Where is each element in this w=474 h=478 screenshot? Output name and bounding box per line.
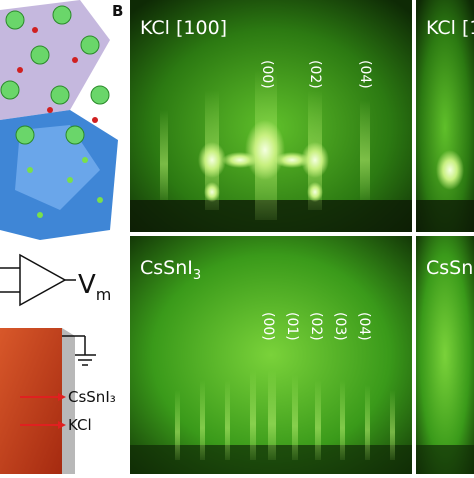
sample: CsSnI₃ KCl	[0, 328, 116, 474]
crystal-structure	[0, 0, 118, 240]
rheed-top-right: KCl [1	[416, 0, 474, 232]
index-label: (00)	[259, 60, 275, 89]
index-label: (00)	[260, 312, 276, 341]
panel-letter: B	[112, 2, 123, 20]
circuit	[0, 253, 96, 366]
index-label: (04)	[356, 312, 372, 341]
panel-title: CsSnI3	[140, 257, 201, 283]
voltage-sub: m	[96, 285, 112, 304]
panel-title: KCl [1	[426, 17, 474, 39]
layer-label: CsSnI₃	[68, 388, 116, 406]
panel-title: CsSn	[426, 257, 473, 279]
index-label: (01)	[284, 312, 300, 341]
rheed-bottom-left: CsSnI3 (00) (01) (02) (03) (04)	[130, 236, 412, 474]
voltage-symbol: Vm	[78, 270, 111, 304]
index-label: (02)	[307, 60, 323, 89]
title-main: CsSnI	[140, 257, 193, 279]
layer-label: KCl	[68, 416, 92, 434]
index-label: (03)	[332, 312, 348, 341]
index-label: (04)	[357, 60, 373, 89]
index-label: (02)	[308, 312, 324, 341]
panel-title: KCl [100]	[140, 17, 227, 39]
rheed-bottom-right: CsSn	[416, 236, 474, 474]
title-sub: 3	[193, 268, 201, 283]
rheed-top-left: KCl [100] (00) (02) (04)	[130, 0, 412, 232]
voltage-main: V	[78, 270, 96, 300]
